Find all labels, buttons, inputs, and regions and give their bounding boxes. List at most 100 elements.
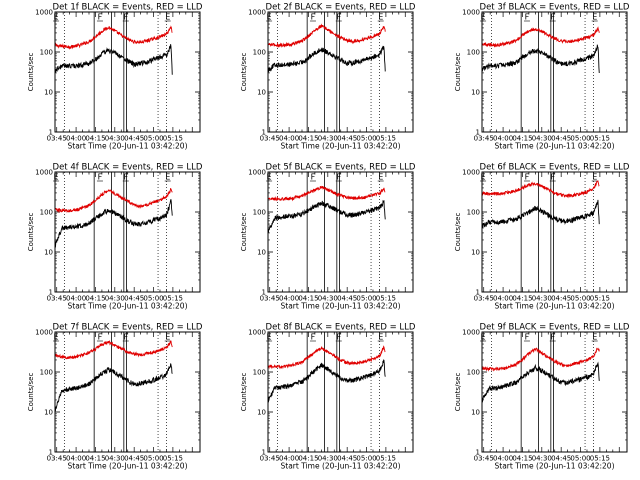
y-tick-label: 10 (257, 409, 266, 417)
y-tick-label: 1000 (248, 9, 266, 17)
x-axis-label: Start Time (20-Jun-11 03:42:20) (68, 142, 188, 151)
y-tick-label: 10 (471, 409, 480, 417)
x-tick-label: 05:15 (376, 295, 396, 303)
x-tick-label: 04:30 (532, 135, 552, 143)
x-tick-label: 05:15 (376, 135, 396, 143)
events-series-line (54, 199, 173, 248)
plot-frame (54, 331, 201, 453)
x-tick-label: 04:45 (337, 295, 357, 303)
y-tick-label: 10 (44, 89, 53, 97)
flag-label: F (550, 173, 555, 182)
panel-title: Det 5f BLACK = Events, RED = LLD (266, 163, 416, 173)
y-tick-label: 1 (262, 289, 266, 297)
x-axis-label: Start Time (20-Jun-11 03:42:20) (495, 302, 615, 311)
plot-frame (54, 171, 201, 293)
x-tick-label: 03:45 (260, 455, 280, 463)
x-tick-label: 04:45 (337, 455, 357, 463)
x-tick-label: 04:30 (532, 455, 552, 463)
plot-frame (267, 331, 414, 453)
flag-label: F (311, 173, 316, 182)
y-tick-label: 10 (44, 409, 53, 417)
x-tick-label: 05:15 (590, 135, 610, 143)
y-tick-label: 1000 (35, 9, 53, 17)
flag-label: F (311, 333, 316, 342)
panel-det-9: Det 9f BLACK = Events, RED = LLD 1 10 100 10… (454, 323, 630, 471)
x-axis-label: Start Time (20-Jun-11 03:42:20) (281, 142, 401, 151)
y-tick-label: 100 (467, 369, 480, 377)
y-tick-label: 100 (40, 369, 53, 377)
x-tick-label: 04:45 (337, 135, 357, 143)
x-tick-label: 03:45 (47, 295, 67, 303)
flag-label: E (267, 173, 272, 182)
y-tick-label: 1 (476, 289, 480, 297)
flag-label: F (311, 13, 316, 22)
y-tick-label: 100 (467, 209, 480, 217)
flag-label: E (54, 13, 59, 22)
y-tick-label: 100 (467, 49, 480, 57)
x-tick-label: 04:00 (66, 295, 86, 303)
x-tick-label: 04:30 (318, 455, 338, 463)
y-tick-label: 1000 (462, 329, 480, 337)
flag-label: E (481, 333, 486, 342)
y-tick-label: 1000 (248, 329, 266, 337)
lld-series-line (55, 188, 173, 214)
x-tick-label: 04:45 (551, 135, 571, 143)
y-tick-label: 1000 (462, 169, 480, 177)
x-tick-label: 05:15 (163, 295, 183, 303)
x-tick-label: 04:00 (279, 135, 299, 143)
flag-label: E (592, 333, 597, 342)
x-tick-label: 05:15 (163, 135, 183, 143)
y-tick-label: 10 (471, 89, 480, 97)
x-tick-label: 03:45 (474, 295, 494, 303)
x-tick-label: 05:15 (590, 455, 610, 463)
x-tick-label: 04:45 (124, 135, 144, 143)
y-axis-label: Counts/sec (454, 53, 462, 92)
y-tick-label: 10 (257, 249, 266, 257)
y-tick-label: 1000 (35, 329, 53, 337)
x-tick-label: 04:00 (493, 135, 513, 143)
x-axis-label: Start Time (20-Jun-11 03:42:20) (68, 462, 188, 471)
flag-label: F (550, 13, 555, 22)
y-axis-label: Counts/sec (240, 213, 248, 252)
panel-det-8: Det 8f BLACK = Events, RED = LLD 1 10 100 10… (240, 323, 416, 471)
plot-frame (267, 171, 414, 293)
x-tick-label: 04:15 (512, 135, 532, 143)
flag-label: F (525, 333, 530, 342)
x-tick-label: 05:00 (356, 295, 376, 303)
x-tick-label: 04:00 (66, 135, 86, 143)
events-series-line (267, 359, 386, 403)
x-tick-label: 04:30 (318, 135, 338, 143)
x-tick-label: 04:15 (85, 135, 105, 143)
x-tick-label: 04:30 (105, 455, 125, 463)
y-tick-label: 100 (253, 49, 266, 57)
x-tick-label: 04:15 (298, 455, 318, 463)
panel-det-4: Det 4f BLACK = Events, RED = LLD 1 10 100 10… (27, 163, 203, 311)
x-tick-label: 04:45 (551, 455, 571, 463)
flag-label: E (378, 13, 383, 22)
panel-det-6: Det 6f BLACK = Events, RED = LLD 1 10 100 10… (454, 163, 630, 311)
panel-title: Det 3f BLACK = Events, RED = LLD (480, 3, 630, 13)
x-tick-label: 03:45 (474, 135, 494, 143)
flag-label: E (267, 333, 272, 342)
flag-label: E (481, 13, 486, 22)
y-tick-label: 1000 (462, 9, 480, 17)
flag-label: E (54, 173, 59, 182)
plot-frame (481, 331, 628, 453)
x-tick-label: 03:45 (260, 295, 280, 303)
events-series-line (267, 45, 386, 73)
y-tick-label: 1 (476, 129, 480, 137)
x-tick-label: 04:15 (85, 295, 105, 303)
events-series-line (54, 363, 173, 412)
y-tick-label: 1 (49, 129, 53, 137)
x-tick-label: 03:45 (47, 135, 67, 143)
y-axis-label: Counts/sec (454, 373, 462, 412)
x-tick-label: 05:00 (143, 295, 163, 303)
x-tick-label: 05:00 (356, 455, 376, 463)
lld-series-line (268, 185, 386, 202)
flag-label: E (378, 333, 383, 342)
y-tick-label: 100 (253, 209, 266, 217)
x-axis-label: Start Time (20-Jun-11 03:42:20) (68, 302, 188, 311)
x-tick-label: 03:45 (47, 455, 67, 463)
plot-frame (267, 11, 414, 133)
x-tick-label: 05:15 (163, 455, 183, 463)
